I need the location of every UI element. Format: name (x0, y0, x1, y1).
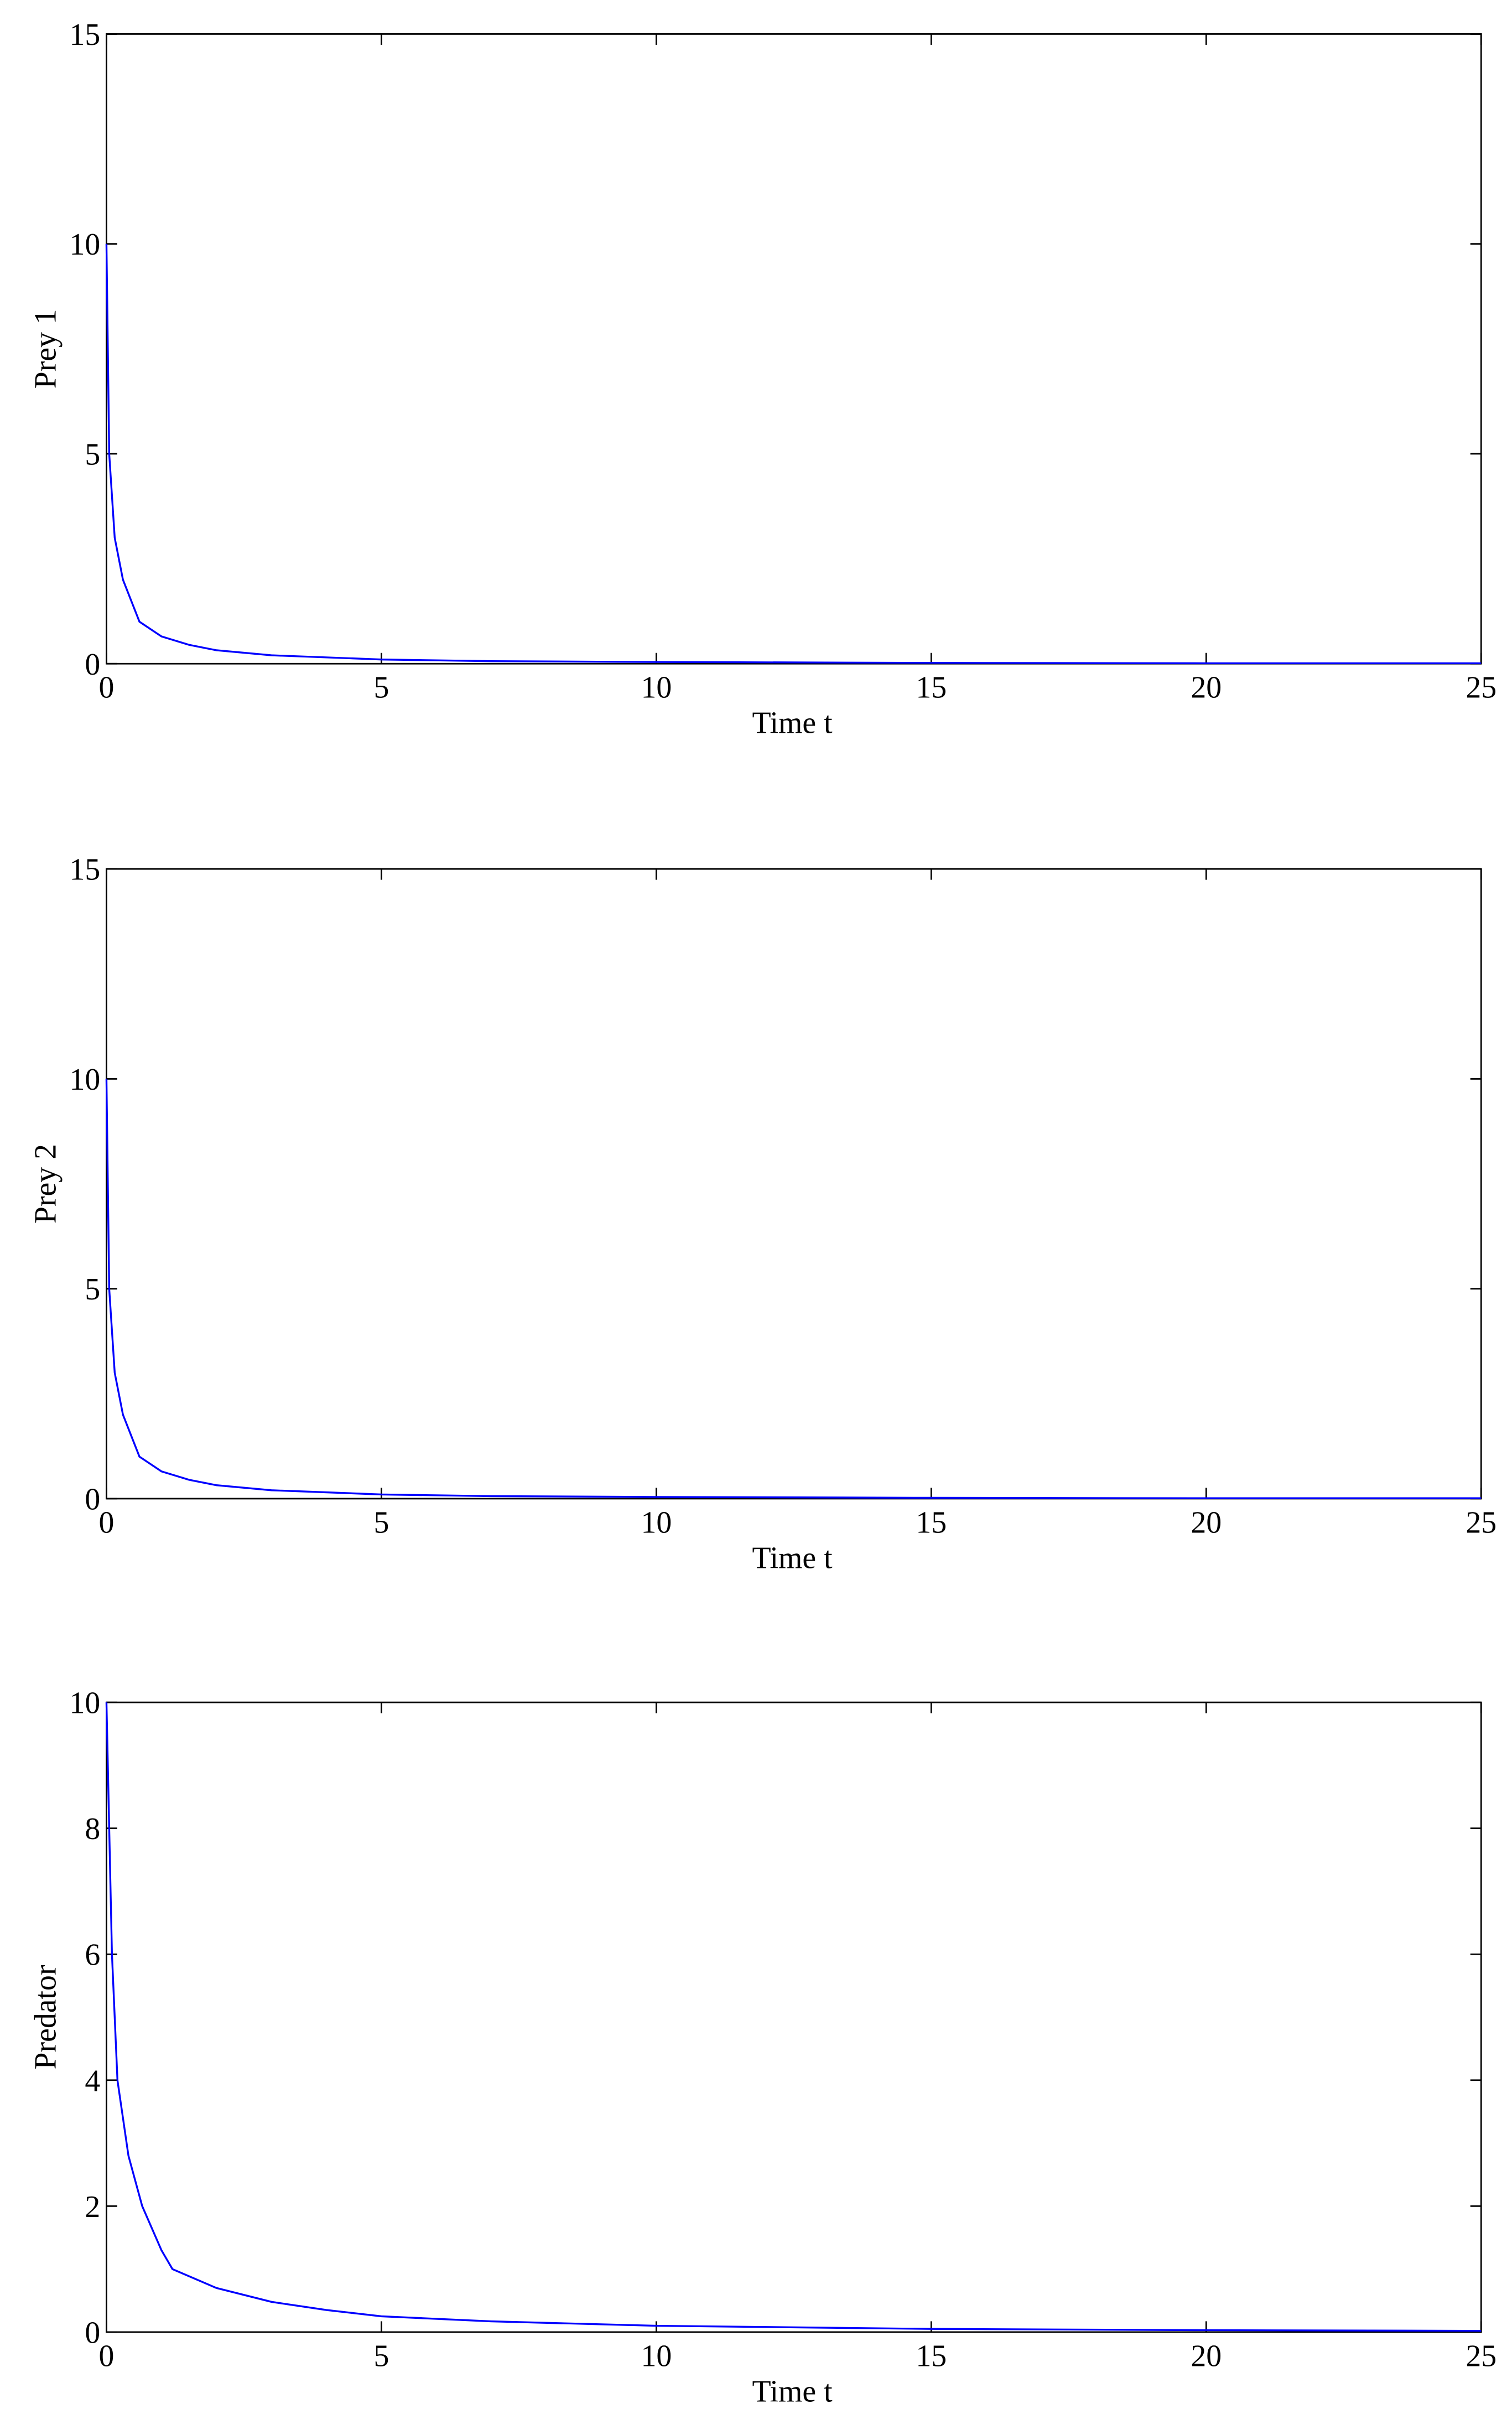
y-tick-label: 10 (70, 227, 101, 262)
x-tick-label: 25 (1466, 1505, 1497, 1540)
x-tick-label: 20 (1191, 2339, 1222, 2373)
x-axis-label: Time t (752, 2374, 833, 2408)
y-tick-label: 2 (85, 2190, 100, 2224)
x-tick-label: 10 (641, 2339, 672, 2373)
y-tick-label: 8 (85, 1812, 100, 1846)
y-tick-label: 15 (70, 853, 101, 887)
plot-frame (106, 1701, 1482, 2333)
data-line (105, 244, 1482, 665)
x-axis-label: Time t (752, 1541, 833, 1575)
x-tick-label: 0 (98, 671, 114, 705)
data-line (105, 1079, 1482, 1499)
x-tick-label: 0 (98, 1505, 114, 1540)
y-tick-label: 4 (85, 2064, 100, 2098)
x-tick-label: 10 (641, 1505, 672, 1540)
y-tick-label: 0 (85, 648, 100, 682)
x-tick-label: 25 (1466, 2339, 1497, 2373)
x-tick-label: 15 (916, 671, 947, 705)
x-tick-label: 5 (373, 1505, 389, 1540)
x-tick-label: 15 (916, 1505, 947, 1540)
x-tick-label: 5 (373, 2339, 389, 2373)
x-tick-label: 15 (916, 2339, 947, 2373)
y-tick-label: 5 (85, 1272, 100, 1307)
y-tick-label: 5 (85, 437, 100, 472)
x-tick-label: 10 (641, 671, 672, 705)
x-tick-label: 0 (98, 2339, 114, 2373)
y-axis-label: Predator (28, 1965, 63, 2069)
y-axis-label: Prey 1 (28, 309, 63, 389)
y-tick-label: 0 (85, 1482, 100, 1516)
x-tick-label: 20 (1191, 1505, 1222, 1540)
data-line (105, 1702, 1482, 2332)
plot-frame (106, 868, 1482, 1500)
y-tick-label: 10 (70, 1063, 101, 1097)
x-tick-label: 5 (373, 671, 389, 705)
x-axis-label: Time t (752, 706, 833, 740)
plot-frame (106, 33, 1482, 665)
y-tick-label: 0 (85, 2316, 100, 2350)
y-axis-label: Prey 2 (28, 1144, 63, 1224)
x-tick-label: 20 (1191, 671, 1222, 705)
y-tick-label: 15 (70, 18, 101, 52)
y-tick-label: 10 (70, 1686, 101, 1721)
x-tick-label: 25 (1466, 671, 1497, 705)
y-tick-label: 6 (85, 1938, 100, 1972)
